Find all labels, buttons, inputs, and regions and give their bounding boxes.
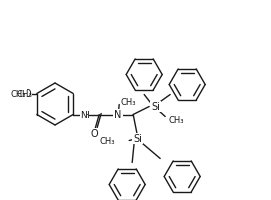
Text: H: H (82, 110, 89, 119)
Text: N: N (80, 110, 87, 119)
Text: CH₃: CH₃ (168, 115, 184, 124)
Text: O: O (90, 129, 98, 139)
Text: CH₃: CH₃ (17, 90, 33, 99)
Text: N: N (114, 110, 122, 120)
Text: Si: Si (133, 134, 142, 144)
Text: O: O (23, 89, 31, 99)
Text: CH₃: CH₃ (120, 98, 136, 106)
Text: CH₃: CH₃ (11, 90, 26, 99)
Text: Si: Si (151, 102, 160, 112)
Text: CH₃: CH₃ (100, 136, 115, 145)
